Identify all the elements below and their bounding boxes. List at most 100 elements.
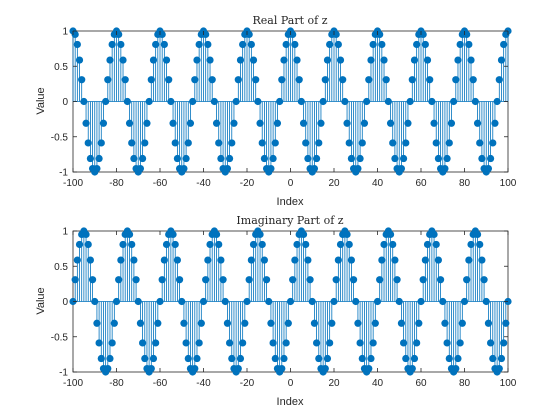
imaginary-part-point [106,354,114,363]
imaginary-part-point [299,230,308,239]
imaginary-part-point [280,354,288,363]
real-part-point [317,119,325,127]
imaginary-part-point [154,319,162,327]
imaginary-part-point [215,240,223,249]
real-part-x-tick-label: 60 [415,178,427,189]
imaginary-part-point [82,230,90,239]
real-part-point [97,139,105,147]
real-part-y-label: Value [35,87,47,114]
imaginary-part-point [191,364,199,373]
imaginary-part-point [321,364,329,373]
real-part-y-tick-label: 1 [62,27,68,38]
real-part-x-tick-label: -60 [153,178,168,189]
imaginary-part-point [410,354,419,363]
real-part-point [402,139,410,147]
real-part-point [228,139,236,147]
imaginary-part-point [343,230,351,239]
imaginary-part-point [149,354,158,363]
imaginary-part-x-tick-label: -80 [109,378,124,389]
imaginary-part-y-tick-label: 1 [62,227,68,238]
imaginary-part-point [347,256,355,264]
real-part-point [99,119,108,127]
real-part-point [336,56,345,64]
real-part-point [339,76,347,84]
real-part-point [447,119,456,127]
real-part-point [165,76,173,84]
imaginary-part-point [125,230,134,239]
imaginary-part-point [104,364,112,373]
imaginary-part-point [500,339,508,347]
imaginary-part-point [473,230,482,239]
imaginary-part-point [282,339,290,347]
imaginary-part-point [304,256,312,264]
imaginary-part-point [86,256,94,264]
real-part-point [360,119,369,127]
real-part-point [139,154,147,163]
imaginary-part-point [408,364,416,373]
real-part-y-ticks: 1 0.5 0 -0.5 -1 [51,27,508,179]
imaginary-part-point [323,354,332,363]
imaginary-part-point [175,276,184,284]
real-part-point [160,40,168,49]
real-part-x-tick-label: 20 [328,178,340,189]
real-part-point [73,40,81,49]
real-part-point [273,119,282,127]
real-part-point [441,164,449,173]
imaginary-part-point [434,256,442,264]
real-part-point [423,56,432,64]
real-part-x-ticks: -100 -80 -60 -40 -20 0 20 40 60 80 100 [63,31,517,189]
real-part-point [313,154,321,163]
real-part-point [380,56,388,64]
real-part-point [421,40,429,49]
imaginary-part-point [234,364,242,373]
imaginary-part-point [413,339,421,347]
real-part-x-label: Index [277,196,304,208]
imaginary-part-point [371,319,379,327]
imaginary-part-point [88,276,97,284]
real-part-point [162,56,171,64]
imaginary-part-point [495,364,503,373]
real-part-point [249,56,258,64]
imaginary-part-point [415,319,423,327]
real-part-point [382,76,390,84]
imaginary-part-point [152,339,160,347]
real-part-title: Real Part of z [253,14,328,27]
imaginary-part-point [480,276,488,284]
imaginary-part-point [197,319,205,327]
imaginary-part-point [452,364,460,373]
real-part-x-tick-label: 40 [372,178,384,189]
real-part-point [95,154,103,163]
real-part-x-tick-label: 100 [500,178,517,189]
real-part-point [404,119,412,127]
real-part-point [182,154,190,163]
real-part-point [121,76,129,84]
real-part-point [93,164,101,173]
imaginary-part-x-tick-label: 20 [328,378,340,389]
real-part-point [465,40,473,49]
imaginary-part-x-tick-label: 100 [500,378,517,389]
imaginary-part-x-ticks: -100 -80 -60 -40 -20 0 20 40 60 80 100 [63,231,517,389]
imaginary-part-point [328,319,336,327]
imaginary-part-y-ticks: 1 0.5 0 -0.5 -1 [51,227,508,379]
real-part-y-tick-label: -1 [59,168,68,179]
imaginary-part-point [239,339,247,347]
real-part-point [469,76,477,84]
imaginary-part-point [132,276,140,284]
imaginary-part-point [326,339,334,347]
imaginary-part-point [108,339,116,347]
imaginary-part-y-label: Value [35,287,47,314]
real-part-point [119,56,127,64]
imaginary-part-point [256,230,264,239]
imaginary-part-point [306,276,314,284]
imaginary-part-point [193,354,201,363]
imaginary-part-y-tick-label: -0.5 [51,332,69,343]
real-part-x-tick-label: 0 [288,178,294,189]
real-part-point [208,76,216,84]
real-part-point [315,139,323,147]
imaginary-part-point [217,256,225,264]
real-part-x-tick-label: -80 [109,178,124,189]
real-part-point [180,164,188,173]
imaginary-part-point [386,230,395,239]
real-part-point [269,154,277,163]
